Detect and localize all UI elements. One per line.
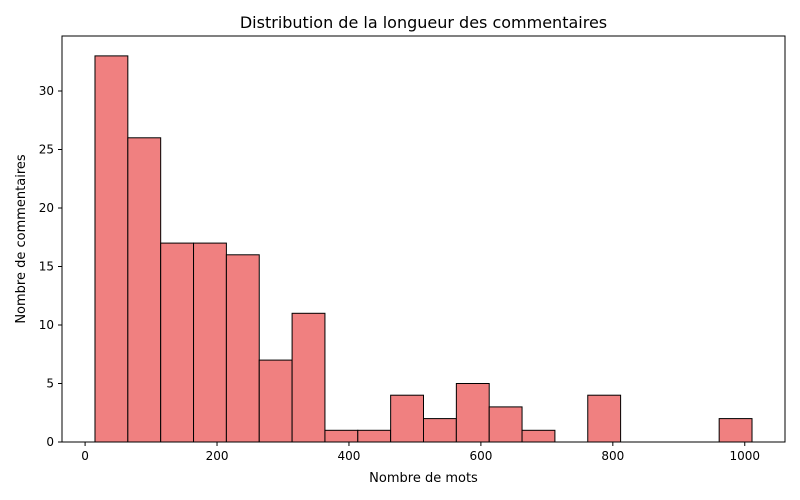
histogram-bar [127,137,162,443]
histogram-bar [94,55,129,443]
histogram-bar [521,429,556,443]
x-tick-label: 600 [469,449,492,463]
chart-title: Distribution de la longueur des commenta… [240,13,607,32]
y-tick-label: 25 [39,142,54,156]
x-tick-label: 800 [601,449,624,463]
histogram-bar [160,242,195,443]
histogram-bar [225,254,260,443]
histogram-bar [193,242,227,443]
y-axis: 0 5 10 15 20 25 30 [39,84,62,449]
y-axis-label: Nombre de commentaires [14,154,29,324]
x-axis: 0 200 400 600 800 1000 [81,442,760,463]
bars-group [94,55,753,443]
y-tick-label: 5 [46,376,54,390]
histogram-bar [455,382,490,443]
x-tick-label: 1000 [729,449,760,463]
histogram-bar [258,359,293,443]
x-tick-label: 400 [338,449,361,463]
histogram-bar [291,312,326,443]
y-tick-label: 0 [46,435,54,449]
histogram-bar [423,418,457,443]
x-tick-label: 200 [206,449,229,463]
histogram-bar [718,418,753,443]
y-tick-label: 20 [39,201,54,215]
x-axis-label: Nombre de mots [369,471,478,486]
y-tick-label: 30 [39,84,54,98]
y-tick-label: 10 [39,318,54,332]
histogram-bar [357,429,392,443]
histogram-bar [488,406,523,443]
plot-frame [61,35,786,443]
x-tick-label: 0 [81,449,89,463]
y-tick-label: 15 [39,259,54,273]
histogram-bar [587,394,622,443]
histogram-bar [324,429,359,443]
histogram-bar [390,394,424,443]
